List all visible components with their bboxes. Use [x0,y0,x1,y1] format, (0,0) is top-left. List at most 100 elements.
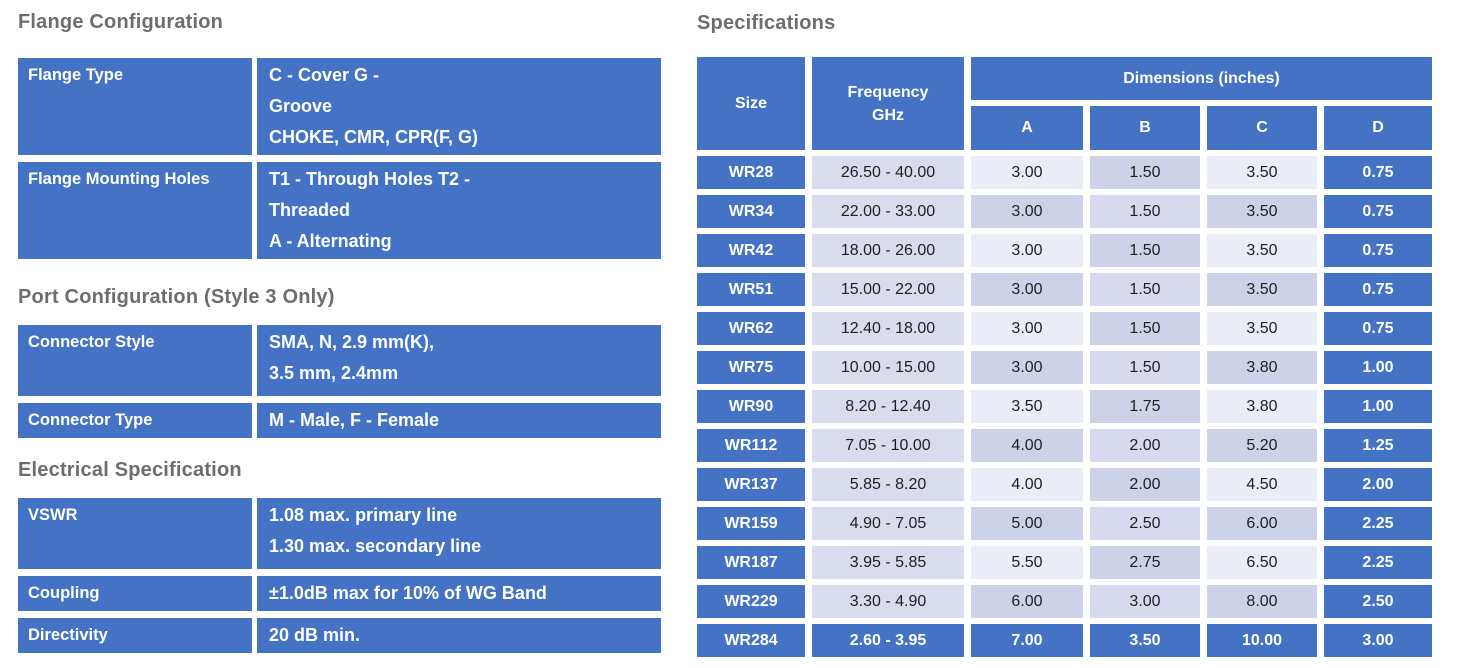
spec-cell-wr28-freq: 26.50 - 40.00 [812,156,964,189]
spec-cell-wr51-a: 3.00 [971,273,1083,306]
section-heading: Port Configuration (Style 3 Only) [18,286,335,308]
row-value-line: SMA, N, 2.9 mm(K), [269,332,435,352]
row-value-line: 1.30 max. secondary line [269,536,482,556]
row-value-line: 20 dB min. [269,625,361,645]
spec-cell-wr112-b: 2.00 [1090,429,1200,462]
spec-cell-wr62-d: 0.75 [1324,312,1432,345]
col-header-dim-b: B [1090,106,1200,150]
spec-cell-wr51-freq: 15.00 - 22.00 [812,273,964,306]
spec-cell-wr42-b: 1.50 [1090,234,1200,267]
row-value-cell: T1 - Through Holes T2 - Threaded A - Alter… [257,162,661,259]
row-value-line: M - Male, F - Female [269,410,440,430]
col-header-dim-a: A [971,106,1083,150]
row-value-cell: 20 dB min. [257,618,661,653]
spec-cell-wr159-b: 2.50 [1090,507,1200,540]
spec-cell-wr159-c: 6.00 [1207,507,1317,540]
spec-cell-wr62-c: 3.50 [1207,312,1317,345]
section-3: Electrical Specification VSWR 1.08 max. pr… [18,456,661,653]
spec-cell-wr90-freq: 8.20 - 12.40 [812,390,964,423]
spec-cell-wr51-c: 3.50 [1207,273,1317,306]
row-label-cell: Connector Type [18,403,252,438]
spec-cell-wr90-c: 3.80 [1207,390,1317,423]
spec-cell-wr229-freq: 3.30 - 4.90 [812,585,964,618]
spec-cell-wr284-size: WR284 [697,624,805,657]
row-value-cell: ±1.0dB max for 10% of WG Band [257,576,661,611]
spec-cell-wr137-c: 4.50 [1207,468,1317,501]
row-value-line: A - Alternating [269,231,392,251]
spec-cell-wr187-c: 6.50 [1207,546,1317,579]
spec-cell-wr90-a: 3.50 [971,390,1083,423]
spec-cell-wr229-size: WR229 [697,585,805,618]
row-value-line: Threaded [269,200,351,220]
spec-cell-wr75-d: 1.00 [1324,351,1432,384]
spec-cell-wr34-d: 0.75 [1324,195,1432,228]
spec-cell-wr62-b: 1.50 [1090,312,1200,345]
spec-cell-wr28-c: 3.50 [1207,156,1317,189]
row-value-line: Groove [269,96,333,116]
spec-cell-wr75-c: 3.80 [1207,351,1317,384]
spec-cell-wr112-d: 1.25 [1324,429,1432,462]
spec-cell-wr90-size: WR90 [697,390,805,423]
row-label-cell: Directivity [18,618,252,653]
row-value-cell: 1.08 max. primary line 1.30 max. secondar… [257,498,661,569]
spec-cell-wr137-freq: 5.85 - 8.20 [812,468,964,501]
spec-cell-wr34-b: 1.50 [1090,195,1200,228]
spec-cell-wr28-size: WR28 [697,156,805,189]
spec-cell-wr62-freq: 12.40 - 18.00 [812,312,964,345]
spec-cell-wr34-c: 3.50 [1207,195,1317,228]
spec-cell-wr75-a: 3.00 [971,351,1083,384]
spec-cell-wr187-d: 2.25 [1324,546,1432,579]
spec-cell-wr112-a: 4.00 [971,429,1083,462]
row-value-line: T1 - Through Holes T2 - [269,169,470,189]
col-header-frequency: Frequency GHz [812,57,964,150]
spec-cell-wr75-size: WR75 [697,351,805,384]
row-value-line: CHOKE, CMR, CPR(F, G) [269,127,478,147]
table-row: Connector Style SMA, N, 2.9 mm(K), 3.5 mm,… [18,325,661,396]
spec-cell-wr284-freq: 2.60 - 3.95 [812,624,964,657]
spec-cell-wr137-a: 4.00 [971,468,1083,501]
spec-cell-wr159-a: 5.00 [971,507,1083,540]
spec-cell-wr159-freq: 4.90 - 7.05 [812,507,964,540]
row-label-cell: Connector Style [18,325,252,396]
spec-cell-wr28-b: 1.50 [1090,156,1200,189]
spec-cell-wr42-freq: 18.00 - 26.00 [812,234,964,267]
spec-cell-wr112-c: 5.20 [1207,429,1317,462]
row-label-cell: VSWR [18,498,252,569]
spec-cell-wr51-d: 0.75 [1324,273,1432,306]
spec-cell-wr284-b: 3.50 [1090,624,1200,657]
spec-cell-wr42-a: 3.00 [971,234,1083,267]
spec-cell-wr229-b: 3.00 [1090,585,1200,618]
specifications-table: Size Frequency GHz Dimensions (inches) A… [697,57,1437,657]
spec-cell-wr42-c: 3.50 [1207,234,1317,267]
spec-cell-wr112-freq: 7.05 - 10.00 [812,429,964,462]
spec-cell-wr284-a: 7.00 [971,624,1083,657]
table-row: Coupling ±1.0dB max for 10% of WG Band [18,576,661,611]
spec-cell-wr187-freq: 3.95 - 5.85 [812,546,964,579]
spec-cell-wr34-size: WR34 [697,195,805,228]
section-2: Port Configuration (Style 3 Only) Connect… [18,283,661,438]
col-header-dim-d: D [1324,106,1432,150]
spec-cell-wr187-size: WR187 [697,546,805,579]
spec-cell-wr28-d: 0.75 [1324,156,1432,189]
spec-cell-wr284-d: 3.00 [1324,624,1432,657]
spec-cell-wr62-size: WR62 [697,312,805,345]
row-value-cell: M - Male, F - Female [257,403,661,438]
spec-cell-wr28-a: 3.00 [971,156,1083,189]
specifications-heading: Specifications [697,12,836,34]
spec-cell-wr90-b: 1.75 [1090,390,1200,423]
section-heading: Flange Configuration [18,11,224,33]
spec-cell-wr62-a: 3.00 [971,312,1083,345]
spec-cell-wr34-a: 3.00 [971,195,1083,228]
row-value-line: ±1.0dB max for 10% of WG Band [269,583,547,603]
row-value-line: 1.08 max. primary line [269,505,458,525]
spec-cell-wr187-a: 5.50 [971,546,1083,579]
row-label-cell: Flange Type [18,58,252,155]
col-header-dimensions-banner: Dimensions (inches) [971,57,1432,100]
spec-cell-wr159-size: WR159 [697,507,805,540]
spec-cell-wr75-b: 1.50 [1090,351,1200,384]
spec-cell-wr229-a: 6.00 [971,585,1083,618]
spec-cell-wr42-size: WR42 [697,234,805,267]
spec-cell-wr187-b: 2.75 [1090,546,1200,579]
left-column: Flange Configuration Flange Type C - Cover… [18,8,661,653]
